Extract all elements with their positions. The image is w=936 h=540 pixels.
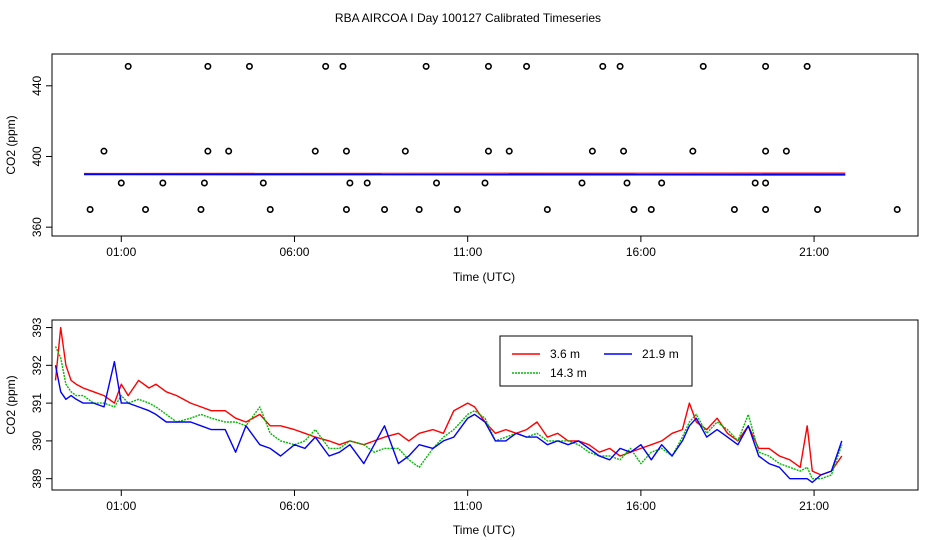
legend: 3.6 m 14.3 m 21.9 m	[499, 335, 693, 387]
scatter-point	[523, 62, 531, 70]
legend-label-3-6m: 3.6 m	[550, 347, 580, 361]
scatter-point	[730, 205, 738, 213]
scatter-point	[751, 179, 759, 187]
scatter-point	[142, 205, 150, 213]
scatter-point	[762, 62, 770, 70]
scatter-point	[814, 205, 822, 213]
scatter-point	[782, 147, 790, 155]
scatter-point	[159, 179, 167, 187]
page-title: RBA AIRCOA I Day 100127 Calibrated Times…	[335, 11, 601, 25]
bottom-y-axis-label: CO2 (ppm)	[4, 375, 18, 434]
scatter-point	[543, 205, 551, 213]
x-tick-label: 01:00	[106, 499, 136, 513]
scatter-point	[762, 147, 770, 155]
scatter-point	[100, 147, 108, 155]
y-tick-label: 400	[30, 146, 44, 166]
scatter-point	[620, 147, 628, 155]
y-tick-label: 393	[30, 317, 44, 337]
x-tick-label: 06:00	[279, 245, 309, 259]
y-tick-label: 389	[30, 468, 44, 488]
scatter-point	[689, 147, 697, 155]
scatter-point	[893, 205, 901, 213]
scatter-point	[117, 179, 125, 187]
scatter-point	[588, 147, 596, 155]
series-line-21-9-m	[54, 360, 843, 484]
scatter-point	[505, 147, 513, 155]
y-tick-label: 440	[30, 75, 44, 95]
scatter-point	[484, 147, 492, 155]
scatter-point	[245, 62, 253, 70]
scatter-point	[266, 205, 274, 213]
x-tick-label: 21:00	[799, 245, 829, 259]
scatter-point	[433, 179, 441, 187]
scatter-point	[322, 62, 330, 70]
bottom-data-marks	[54, 326, 843, 484]
top-y-axis-label: CO2 (ppm)	[4, 115, 18, 174]
scatter-point	[363, 179, 371, 187]
bottom-plot-frame	[51, 319, 919, 491]
scatter-point	[699, 62, 707, 70]
x-tick-label: 01:00	[106, 245, 136, 259]
y-tick-label: 392	[30, 355, 44, 375]
x-tick-label: 21:00	[799, 499, 829, 513]
scatter-point	[616, 62, 624, 70]
x-tick-label: 16:00	[626, 245, 656, 259]
y-tick-label: 391	[30, 393, 44, 413]
scatter-point	[204, 147, 212, 155]
scatter-point	[762, 205, 770, 213]
top-plot-frame	[51, 53, 919, 237]
scatter-point	[200, 179, 208, 187]
scatter-point	[762, 179, 770, 187]
scatter-point	[259, 179, 267, 187]
top-y-axis: 360 400 440	[30, 75, 53, 237]
legend-label-14-3m: 14.3 m	[550, 366, 587, 380]
scatter-point	[599, 62, 607, 70]
bottom-chart: 01:00 06:00 11:00 16:00 21:00 389 390 391 392 39…	[4, 317, 919, 537]
series-line-14-3-m	[54, 346, 843, 480]
scatter-point	[124, 62, 132, 70]
scatter-point	[311, 147, 319, 155]
x-tick-label: 11:00	[453, 499, 482, 513]
scatter-point	[401, 147, 409, 155]
x-tick-label: 06:00	[279, 499, 309, 513]
top-x-axis: 01:00 06:00 11:00 16:00 21:00	[106, 235, 829, 259]
top-chart: 01:00 06:00 11:00 16:00 21:00 360 400 440 Time…	[4, 53, 919, 284]
scatter-point	[453, 205, 461, 213]
scatter-point	[484, 62, 492, 70]
scatter-point	[481, 179, 489, 187]
scatter-point	[658, 179, 666, 187]
bottom-y-axis: 389 390 391 392 393	[30, 317, 53, 489]
scatter-point	[630, 205, 638, 213]
scatter-point	[197, 205, 205, 213]
scatter-point	[578, 179, 586, 187]
scatter-point	[623, 179, 631, 187]
scatter-point	[339, 62, 347, 70]
scatter-point	[647, 205, 655, 213]
y-tick-label: 360	[30, 217, 44, 237]
top-x-axis-label: Time (UTC)	[453, 270, 515, 284]
top-data-marks	[83, 62, 901, 213]
scatter-point	[225, 147, 233, 155]
scatter-point	[415, 205, 423, 213]
scatter-point	[204, 62, 212, 70]
x-tick-label: 11:00	[453, 245, 482, 259]
scatter-point	[346, 179, 354, 187]
scatter-point	[803, 62, 811, 70]
scatter-point	[86, 205, 94, 213]
scatter-point	[342, 205, 350, 213]
scatter-point	[422, 62, 430, 70]
series-line-3-6-m	[54, 326, 843, 476]
scatter-point	[381, 205, 389, 213]
scatter-point	[342, 147, 350, 155]
x-tick-label: 16:00	[626, 499, 656, 513]
y-tick-label: 390	[30, 431, 44, 451]
legend-box	[499, 335, 693, 387]
legend-label-21-9m: 21.9 m	[642, 347, 679, 361]
bottom-x-axis: 01:00 06:00 11:00 16:00 21:00	[106, 489, 829, 513]
bottom-x-axis-label: Time (UTC)	[453, 523, 515, 537]
